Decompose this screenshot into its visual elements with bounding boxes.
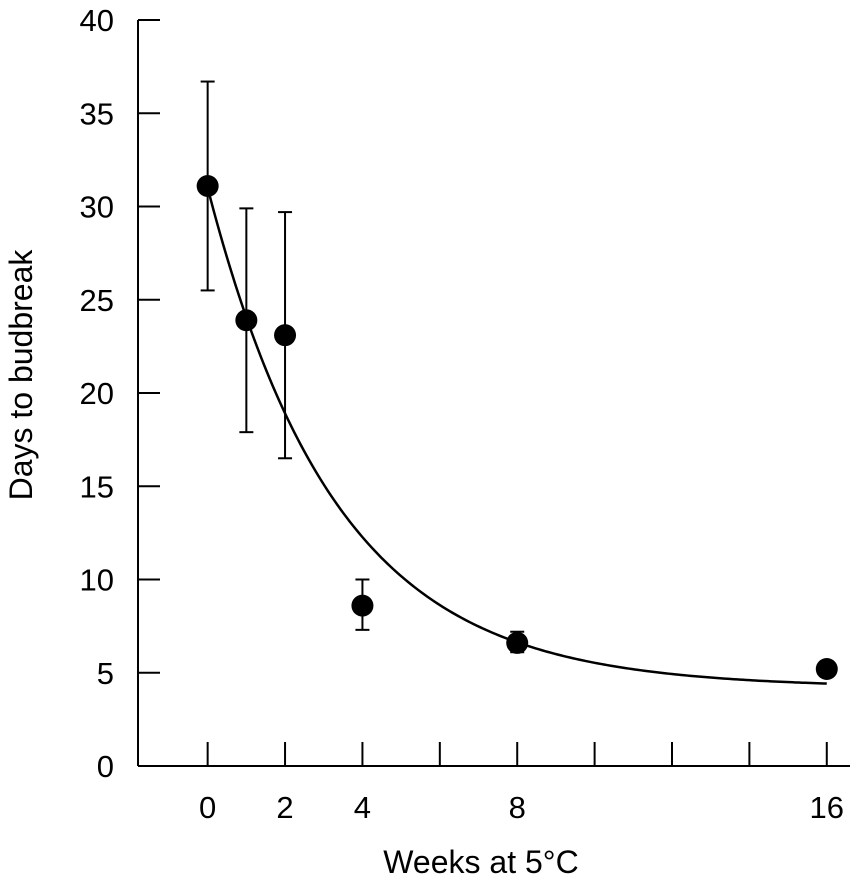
y-axis-title: Days to budbreak [3,249,39,501]
data-point [506,631,529,654]
x-tick-label: 16 [810,790,844,825]
axis-ticks [138,19,828,767]
y-tick-label: 30 [80,190,114,225]
data-points [196,174,838,681]
y-tick-label: 5 [97,656,114,691]
fit-curve [206,187,827,685]
y-tick-label: 25 [80,283,114,318]
x-axis-title: Weeks at 5°C [383,844,578,880]
y-tick-label: 10 [80,563,114,598]
y-tick-label: 20 [80,376,114,411]
axes [137,20,850,767]
y-tick-label: 15 [80,469,114,504]
x-tick-label: 0 [199,790,216,825]
data-point [274,324,297,347]
y-tick-label: 35 [80,96,114,131]
tick-labels: 0 5 10 15 20 25 30 35 40 0 2 4 8 16 [80,3,845,825]
data-point [351,594,374,617]
y-tick-label: 0 [97,749,114,784]
data-point [235,309,258,332]
x-tick-label: 8 [509,790,526,825]
y-tick-label: 40 [80,3,114,38]
x-tick-label: 4 [354,790,371,825]
error-bars [200,80,834,678]
data-point [196,174,219,197]
data-point [815,658,838,681]
x-tick-label: 2 [276,790,293,825]
